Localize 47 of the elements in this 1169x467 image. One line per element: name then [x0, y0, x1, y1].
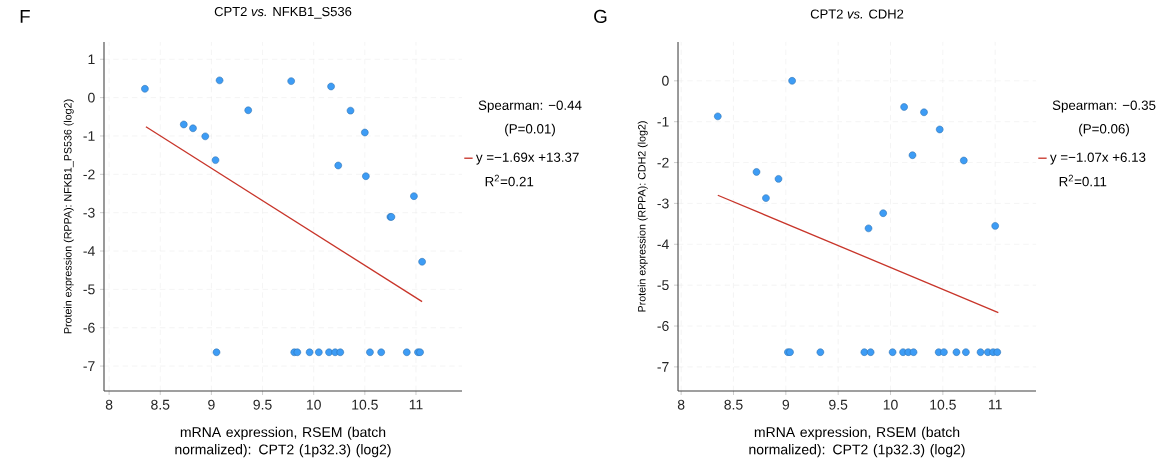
- text: R$^{2}$=0.21: [485, 174, 534, 187]
- y-tick-label: -6: [83, 322, 95, 333]
- x-tick-label: 9: [782, 399, 790, 410]
- text: (P=0.06): [1079, 123, 1129, 137]
- y-tick-label: -4: [83, 246, 95, 256]
- y-tick-label: -1: [83, 131, 95, 141]
- y-tick-label: -7: [83, 361, 95, 371]
- y-tick-label: 1: [88, 54, 95, 65]
- text: G: [594, 9, 607, 23]
- y-tick-label: -5: [657, 280, 669, 291]
- x-tick-label: 10.5: [352, 399, 378, 410]
- x-tick-label: 11: [989, 399, 1002, 410]
- x-tick-label: 8: [677, 399, 685, 410]
- x-tick-label: 10: [306, 399, 321, 410]
- y-tick-label: -1: [657, 116, 669, 127]
- y-tick-label: -3: [657, 198, 669, 209]
- x-tick-label: 10: [883, 399, 898, 410]
- y-tick-label: -2: [657, 157, 669, 168]
- x-tick-label: 8.5: [724, 399, 743, 410]
- x-tick-label: 9.5: [253, 399, 272, 410]
- y-tick-label: 0: [662, 75, 669, 86]
- legend-label: y =−1.69x +13.37: [475, 152, 579, 165]
- text: Spearman: −0.35: [1052, 100, 1156, 113]
- text: F: [20, 9, 30, 23]
- y-axis-title: Protein expression (RPPA): NFKB1_PS536 (log2): [63, 99, 74, 334]
- text: Spearman: −0.44: [478, 100, 582, 113]
- x-tick-label: 8.5: [151, 399, 170, 410]
- y-tick-label: -4: [657, 239, 669, 250]
- x-tick-label: 9.5: [829, 399, 848, 410]
- y-tick-label: -5: [83, 284, 95, 295]
- chart-title: CPT2 vs. NFKB1_S536: [214, 6, 352, 19]
- x-axis-title: mRNA expression, RSEM (batch normalized): CPT2 (1p32.3) (log2): [175, 426, 391, 458]
- text: R$^{2}$=0.11: [1059, 174, 1107, 187]
- text: (P=0.01): [505, 123, 555, 137]
- y-tick-label: 0: [88, 92, 95, 103]
- x-tick-label: 11: [409, 399, 423, 410]
- x-tick-label: 10.5: [930, 399, 956, 410]
- y-tick-label: -7: [657, 362, 669, 372]
- x-tick-label: 8: [105, 399, 113, 410]
- y-tick-label: -2: [83, 169, 95, 180]
- y-tick-label: -3: [83, 207, 95, 218]
- legend-label: y =−1.07x +6.13: [1050, 152, 1146, 165]
- x-axis-title: mRNA expression, RSEM (batch normalized): CPT2 (1p32.3) (log2): [749, 426, 965, 458]
- y-axis-title: Protein expression (RPPA): CDH2 (log2): [637, 121, 648, 312]
- x-tick-label: 9: [208, 399, 215, 410]
- chart-title: CPT2 vs. CDH2: [810, 9, 904, 19]
- y-tick-label: -6: [657, 321, 669, 331]
